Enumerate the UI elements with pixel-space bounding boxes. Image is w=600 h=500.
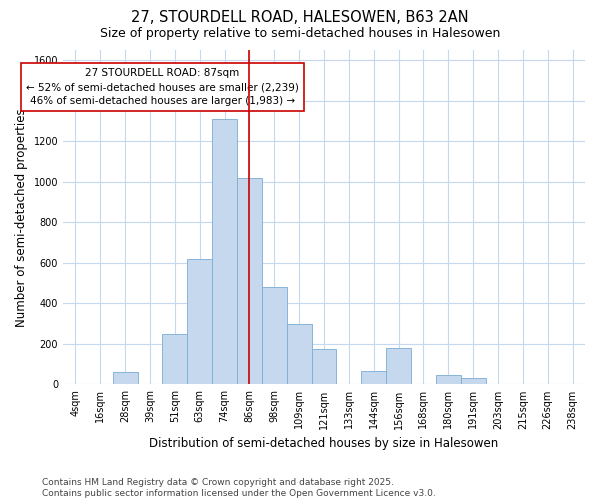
- X-axis label: Distribution of semi-detached houses by size in Halesowen: Distribution of semi-detached houses by …: [149, 437, 499, 450]
- Bar: [386, 348, 411, 385]
- Bar: [262, 287, 287, 384]
- Bar: [361, 372, 386, 384]
- Bar: [461, 378, 485, 384]
- Text: 27, STOURDELL ROAD, HALESOWEN, B63 2AN: 27, STOURDELL ROAD, HALESOWEN, B63 2AN: [131, 10, 469, 25]
- Bar: [163, 334, 187, 384]
- Text: 27 STOURDELL ROAD: 87sqm
← 52% of semi-detached houses are smaller (2,239)
46% o: 27 STOURDELL ROAD: 87sqm ← 52% of semi-d…: [26, 68, 299, 106]
- Bar: [212, 119, 237, 384]
- Bar: [311, 349, 337, 384]
- Bar: [113, 372, 137, 384]
- Bar: [187, 259, 212, 384]
- Bar: [436, 376, 461, 384]
- Text: Size of property relative to semi-detached houses in Halesowen: Size of property relative to semi-detach…: [100, 28, 500, 40]
- Bar: [237, 178, 262, 384]
- Text: Contains HM Land Registry data © Crown copyright and database right 2025.
Contai: Contains HM Land Registry data © Crown c…: [42, 478, 436, 498]
- Y-axis label: Number of semi-detached properties: Number of semi-detached properties: [15, 108, 28, 326]
- Bar: [287, 324, 311, 384]
